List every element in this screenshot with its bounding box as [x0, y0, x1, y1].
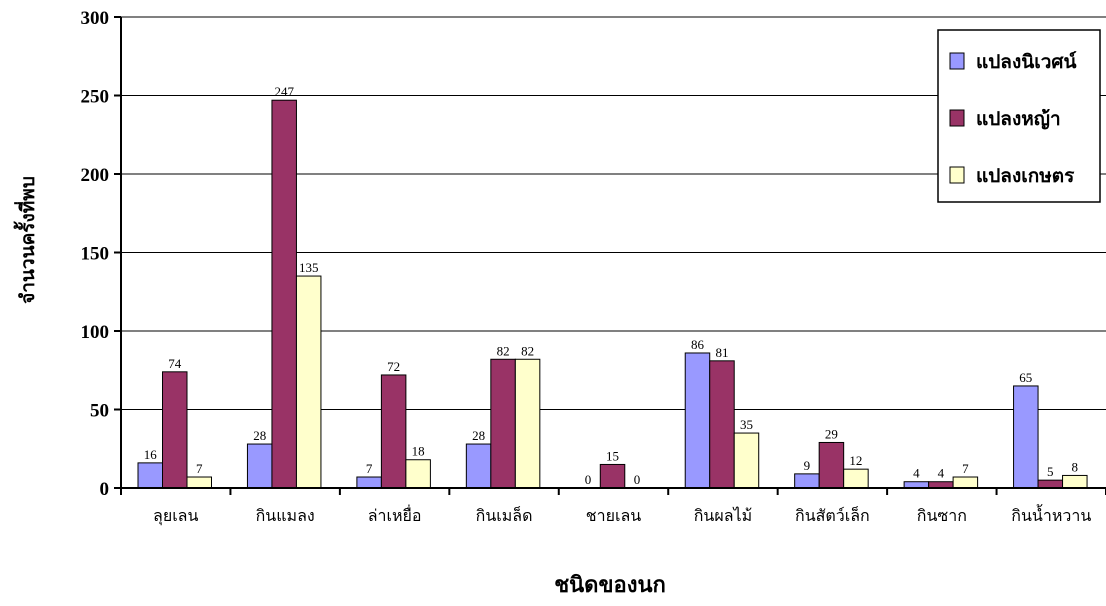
data-label: 12: [849, 453, 862, 468]
x-axis-title: ชนิดของนก: [554, 572, 666, 597]
bar: [733, 432, 760, 489]
x-tick-label: ชายเลน: [586, 508, 641, 525]
bar: [952, 476, 979, 489]
legend-swatch: [949, 166, 965, 184]
x-tick-label: ลุยเลน: [153, 508, 198, 526]
bar: [794, 473, 820, 489]
y-tick-label: 150: [81, 244, 110, 265]
x-tick-label: กินสัตว์เล็ก: [795, 505, 870, 525]
y-axis-title: จำนวนครั้งที่พบ: [13, 176, 39, 304]
y-tick-label: 100: [81, 322, 110, 343]
bar: [380, 374, 407, 489]
x-tick-label: กินน้ำหวาน: [1011, 504, 1091, 525]
data-label: 65: [1019, 370, 1032, 385]
data-label: 74: [168, 356, 182, 371]
x-tick-label: กินแมลง: [256, 508, 315, 525]
legend-box: [937, 29, 1101, 203]
data-label: 247: [274, 84, 294, 99]
bar: [465, 443, 492, 489]
data-label: 35: [740, 417, 753, 432]
bar: [709, 360, 735, 489]
bar: [684, 352, 711, 489]
legend-label: แปลงหญ้า: [976, 108, 1061, 130]
data-label: 16: [144, 447, 158, 462]
data-label: 135: [299, 260, 319, 275]
y-tick-label: 200: [81, 165, 110, 186]
data-label: 86: [691, 337, 705, 352]
bar: [295, 275, 322, 489]
data-label: 7: [366, 461, 373, 476]
data-label: 72: [387, 359, 400, 374]
y-tick-label: 0: [100, 479, 110, 500]
x-tick-label: กินผลไม้: [694, 506, 752, 525]
x-tick-label: กินเมล็ด: [476, 505, 533, 525]
bar: [843, 468, 869, 489]
bar: [137, 462, 163, 489]
x-tick-labels: ลุยเลน กินแมลง ล่าเหยื่อ กินเมล็ด ชายเลน กินผ…: [153, 504, 1091, 526]
x-tick-label: ล่าเหยื่อ: [368, 504, 422, 525]
data-label: 0: [585, 472, 592, 487]
data-label: 4: [938, 466, 945, 481]
data-label: 82: [521, 343, 534, 358]
bar: [1062, 474, 1088, 489]
bar: [818, 441, 845, 489]
data-label: 28: [253, 428, 266, 443]
bar: [1037, 479, 1064, 489]
data-label: 82: [497, 343, 510, 358]
bar: [599, 463, 626, 489]
data-label: 81: [715, 345, 728, 360]
data-label: 29: [825, 426, 838, 441]
bar: [514, 358, 541, 489]
bars: [137, 99, 1088, 489]
data-label: 8: [1072, 459, 1079, 474]
data-label: 15: [606, 448, 619, 463]
legend-swatch: [949, 109, 965, 127]
bar: [246, 443, 273, 489]
data-label: 4: [913, 466, 920, 481]
legend-label: แปลงเกษตร: [976, 166, 1075, 187]
data-label: 28: [472, 428, 485, 443]
bar: [490, 358, 516, 489]
data-label: 9: [804, 458, 811, 473]
legend-label: แปลงนิเวศน์: [976, 51, 1077, 73]
data-label: 18: [412, 444, 425, 459]
bar: [186, 476, 212, 489]
y-tick-label: 50: [90, 401, 109, 422]
bar: [356, 476, 382, 489]
data-label: 7: [196, 461, 203, 476]
data-label: 7: [962, 461, 969, 476]
y-tick-labels: 0 50 100 150 200 250 300: [81, 8, 110, 500]
y-tick-label: 250: [81, 87, 110, 108]
data-label: 0: [634, 472, 641, 487]
bar: [162, 371, 188, 489]
axes: [120, 17, 1106, 489]
bar: [1013, 385, 1039, 489]
data-label: 5: [1047, 464, 1054, 479]
bar: [271, 99, 297, 489]
legend-swatch: [949, 52, 965, 70]
y-tick-label: 300: [81, 8, 110, 29]
x-tick-label: กินซาก: [917, 508, 967, 525]
bar: [405, 459, 431, 489]
